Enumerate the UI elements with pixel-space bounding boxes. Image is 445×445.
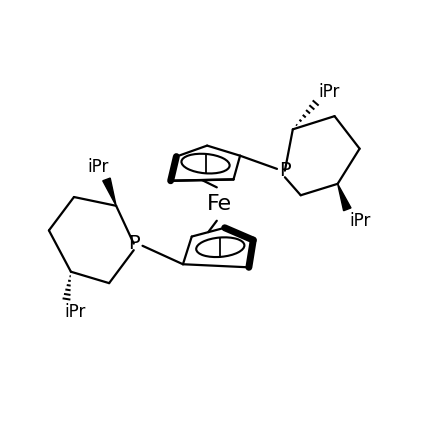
Text: iPr: iPr	[350, 212, 371, 230]
Text: iPr: iPr	[318, 83, 340, 101]
Text: iPr: iPr	[87, 158, 109, 176]
Text: P: P	[279, 161, 291, 180]
Text: P: P	[128, 234, 140, 253]
Text: iPr: iPr	[65, 303, 86, 321]
Polygon shape	[103, 178, 116, 206]
Polygon shape	[338, 184, 351, 211]
Text: Fe: Fe	[206, 194, 231, 214]
